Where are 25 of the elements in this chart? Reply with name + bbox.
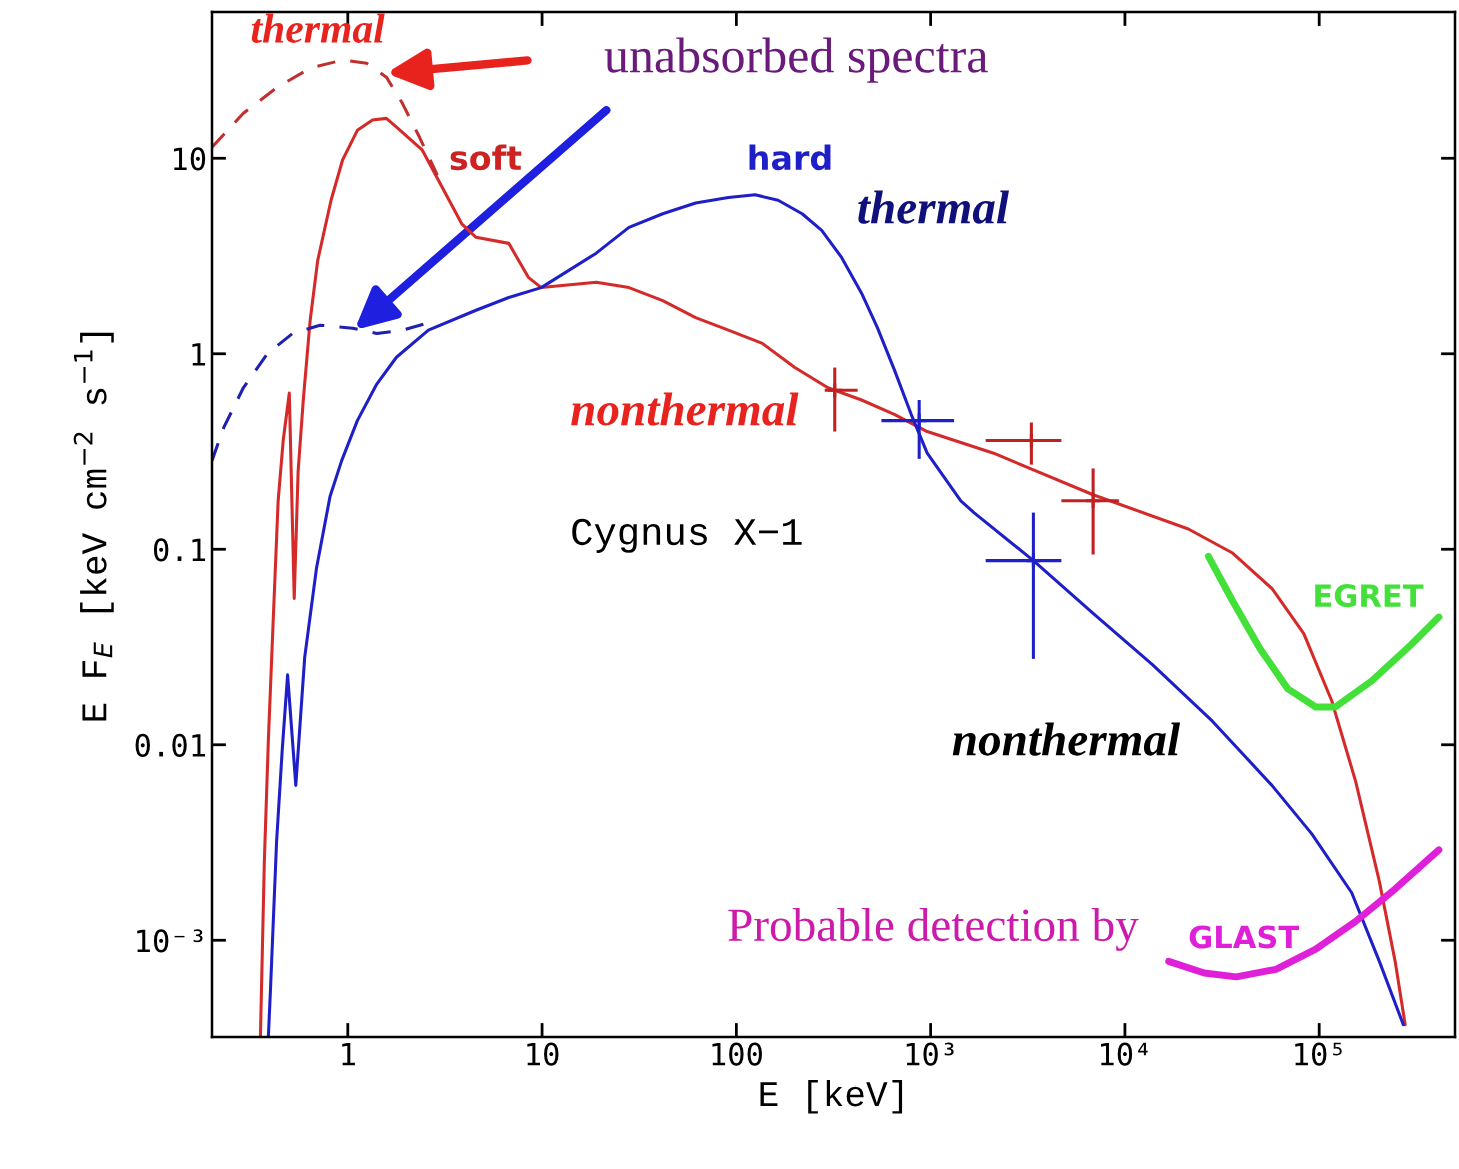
annotation: EGRET (1315, 584, 1424, 608)
annotation: nonthermal (952, 722, 1181, 756)
annotation: unabsorbed spectra (604, 37, 988, 83)
annotation: hard (749, 144, 831, 171)
y-tick-label: 10⁻³ (137, 929, 203, 953)
x-tick-label: 10³ (906, 1042, 954, 1066)
x-tick-label: 10⁴ (1101, 1042, 1148, 1066)
x-axis-title: E [keV] (760, 1079, 903, 1114)
annotation: thermal (858, 190, 1009, 224)
annotation: soft (450, 144, 522, 171)
y-axis-title: E F$_{E}$ [keV cm$^{−2}$ s$^{−1}$] (73, 332, 114, 721)
x-tick-label: 1 (342, 1042, 355, 1066)
x-tick-label: 100 (712, 1042, 762, 1066)
annotation: Cygnus X−1 (572, 518, 802, 553)
y-tick-label: 0.01 (135, 733, 206, 757)
annotation: Probable detection by (728, 907, 1139, 951)
annotation: nonthermal (571, 392, 799, 426)
point (1024, 552, 1042, 570)
x-tick-label: 10 (527, 1042, 559, 1066)
x-tick-label: 10⁵ (1295, 1042, 1342, 1066)
y-tick-label: 0.1 (153, 538, 206, 562)
y-tick-label: 1 (192, 343, 206, 366)
annotation: thermal (251, 13, 385, 43)
y-tick-label: 10 (174, 147, 206, 171)
annotation: GLAST (1189, 925, 1300, 949)
